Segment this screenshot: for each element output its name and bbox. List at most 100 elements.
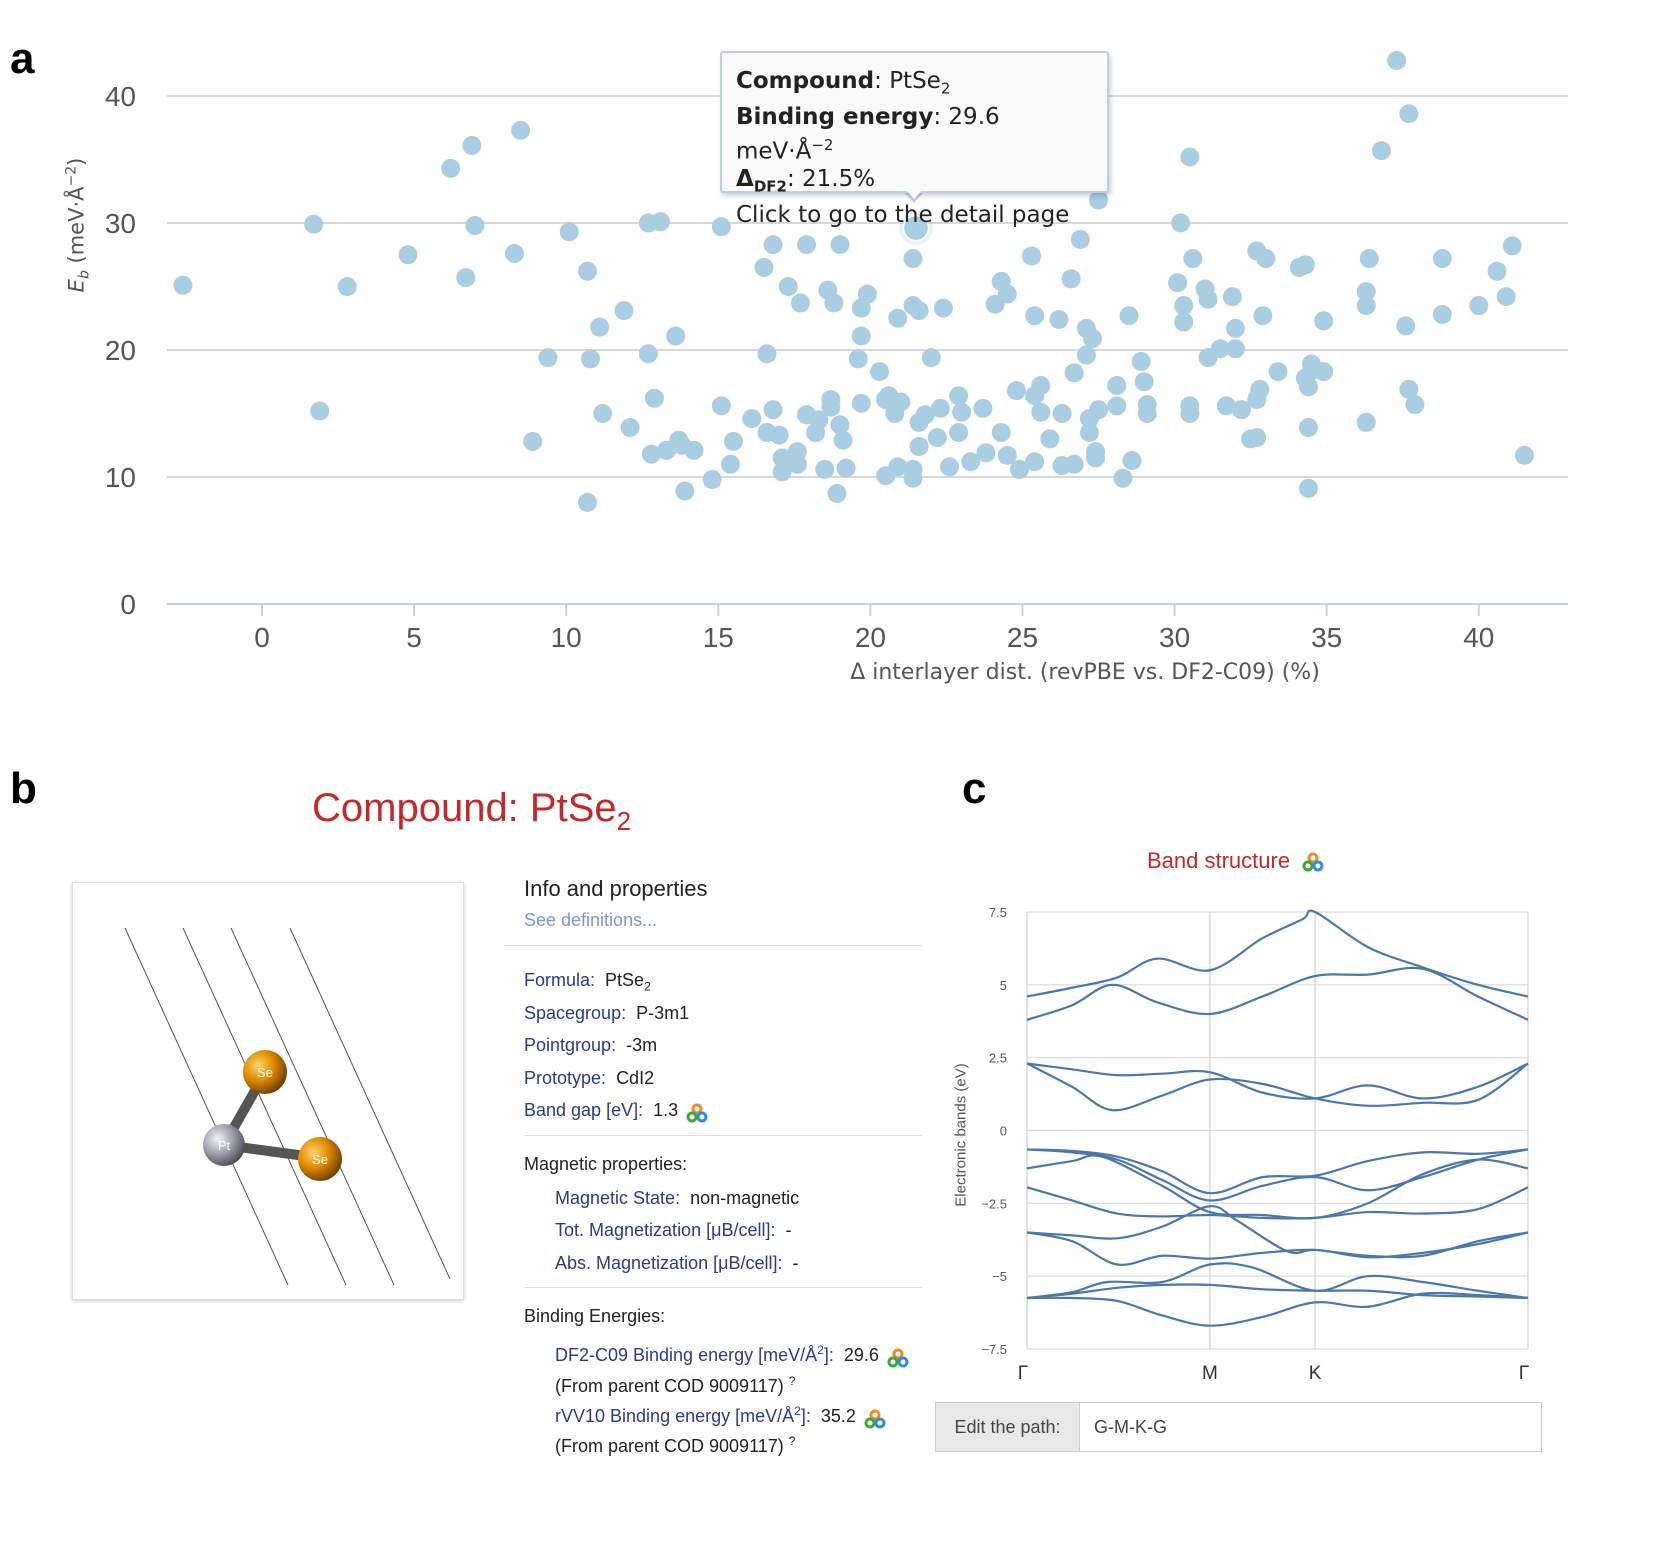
data-point[interactable]: [930, 398, 950, 418]
data-point[interactable]: [559, 222, 579, 242]
data-point[interactable]: [1079, 423, 1099, 443]
data-point[interactable]: [757, 344, 777, 364]
data-point[interactable]: [870, 362, 890, 382]
data-point[interactable]: [1086, 448, 1106, 468]
data-point[interactable]: [1356, 282, 1376, 302]
data-point[interactable]: [1502, 236, 1522, 256]
data-point[interactable]: [1122, 450, 1142, 470]
data-point[interactable]: [1487, 261, 1507, 281]
data-point[interactable]: [1216, 396, 1236, 416]
data-point[interactable]: [809, 410, 829, 430]
data-point[interactable]: [772, 462, 792, 482]
data-point[interactable]: [763, 400, 783, 420]
data-point[interactable]: [337, 277, 357, 296]
data-point[interactable]: [1113, 468, 1133, 488]
data-point[interactable]: [1253, 306, 1273, 326]
data-point[interactable]: [675, 481, 695, 501]
see-definitions-link[interactable]: See definitions...: [524, 910, 658, 930]
data-point[interactable]: [651, 212, 671, 232]
materials-cloud-icon[interactable]: [1302, 852, 1324, 872]
data-point[interactable]: [949, 423, 969, 443]
data-point[interactable]: [1225, 318, 1245, 338]
data-point[interactable]: [1314, 311, 1334, 331]
data-point[interactable]: [1025, 306, 1045, 326]
data-point[interactable]: [830, 415, 850, 435]
data-point[interactable]: [577, 492, 597, 512]
data-point[interactable]: [538, 348, 558, 368]
materials-cloud-icon[interactable]: [864, 1407, 886, 1429]
data-point[interactable]: [790, 293, 810, 313]
data-point[interactable]: [1183, 249, 1203, 269]
structure-viewer[interactable]: Se Pt Se: [72, 882, 464, 1300]
data-point[interactable]: [711, 217, 731, 237]
data-point[interactable]: [1174, 312, 1194, 332]
data-point[interactable]: [1405, 395, 1425, 415]
data-point[interactable]: [310, 401, 330, 421]
data-point[interactable]: [1180, 147, 1200, 167]
data-point[interactable]: [1469, 296, 1489, 316]
help-icon[interactable]: ?: [788, 1373, 796, 1388]
data-point[interactable]: [949, 386, 969, 406]
data-point[interactable]: [833, 430, 853, 450]
data-point[interactable]: [1134, 372, 1154, 392]
data-point[interactable]: [1025, 452, 1045, 472]
data-point[interactable]: [827, 484, 847, 504]
data-point[interactable]: [851, 326, 871, 346]
data-point[interactable]: [961, 452, 981, 472]
data-point[interactable]: [888, 308, 908, 328]
data-point[interactable]: [1222, 287, 1242, 307]
atom-pt[interactable]: Pt: [203, 1124, 245, 1166]
data-point[interactable]: [797, 235, 817, 255]
data-point[interactable]: [1089, 400, 1109, 420]
data-point[interactable]: [888, 457, 908, 477]
data-point[interactable]: [1232, 400, 1252, 420]
data-point[interactable]: [1180, 404, 1200, 423]
data-point[interactable]: [1131, 351, 1151, 371]
data-point[interactable]: [590, 317, 610, 337]
data-point[interactable]: [577, 261, 597, 281]
data-point[interactable]: [915, 405, 935, 425]
data-point[interactable]: [465, 216, 485, 236]
data-point[interactable]: [1064, 454, 1084, 474]
data-point[interactable]: [1371, 141, 1391, 161]
data-point[interactable]: [702, 470, 722, 490]
data-point[interactable]: [1107, 376, 1127, 396]
data-point[interactable]: [939, 457, 959, 477]
data-point[interactable]: [684, 440, 704, 460]
data-point[interactable]: [851, 393, 871, 413]
data-point[interactable]: [857, 284, 877, 304]
data-point[interactable]: [1022, 246, 1042, 266]
materials-cloud-icon[interactable]: [887, 1346, 909, 1368]
data-point[interactable]: [952, 402, 972, 422]
data-point[interactable]: [641, 444, 661, 464]
data-point[interactable]: [511, 120, 531, 140]
data-point[interactable]: [909, 301, 929, 321]
data-point[interactable]: [815, 459, 835, 479]
crystal-structure[interactable]: Se Pt Se: [73, 883, 463, 1299]
data-point[interactable]: [304, 214, 324, 234]
data-point[interactable]: [903, 249, 923, 269]
data-point[interactable]: [769, 425, 789, 445]
data-point[interactable]: [1514, 445, 1534, 465]
atom-se[interactable]: Se: [298, 1137, 342, 1181]
data-point[interactable]: [778, 277, 798, 296]
data-point[interactable]: [1298, 417, 1318, 437]
data-point[interactable]: [1040, 429, 1060, 449]
atom-se[interactable]: Se: [243, 1050, 287, 1094]
data-point[interactable]: [927, 428, 947, 448]
data-point[interactable]: [909, 437, 929, 457]
data-point[interactable]: [848, 349, 868, 369]
data-point[interactable]: [638, 344, 658, 364]
data-point[interactable]: [1009, 459, 1029, 479]
data-point[interactable]: [824, 293, 844, 313]
data-point[interactable]: [772, 448, 792, 468]
data-point[interactable]: [1210, 339, 1230, 359]
data-point[interactable]: [1399, 379, 1419, 399]
path-input[interactable]: [1080, 1403, 1541, 1451]
data-point[interactable]: [1031, 376, 1051, 396]
data-point[interactable]: [581, 349, 601, 369]
data-point[interactable]: [1076, 345, 1096, 365]
data-point[interactable]: [1396, 316, 1416, 336]
data-point[interactable]: [1006, 381, 1026, 401]
data-point[interactable]: [1356, 412, 1376, 432]
